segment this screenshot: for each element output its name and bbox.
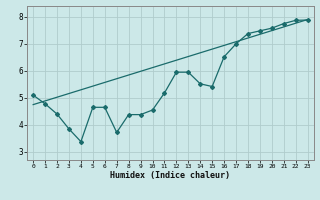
X-axis label: Humidex (Indice chaleur): Humidex (Indice chaleur) [110, 171, 230, 180]
